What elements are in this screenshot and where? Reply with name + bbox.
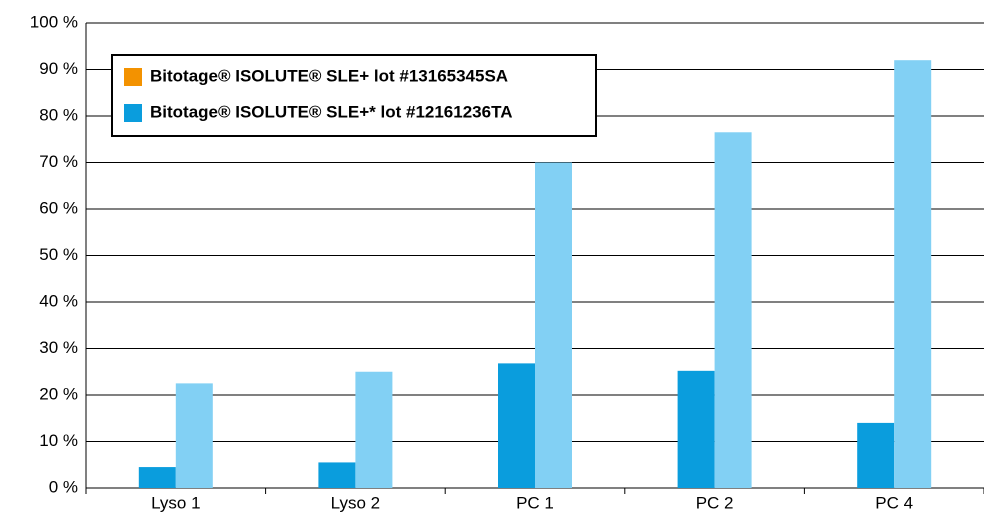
bar bbox=[318, 462, 356, 488]
bar bbox=[535, 162, 572, 488]
legend-swatch bbox=[124, 68, 142, 86]
y-tick-label: 100 % bbox=[30, 12, 78, 31]
bar bbox=[677, 370, 715, 488]
y-tick-label: 50 % bbox=[39, 245, 78, 264]
y-tick-label: 80 % bbox=[39, 105, 78, 124]
bar bbox=[498, 363, 535, 488]
bar bbox=[714, 132, 752, 488]
legend-label: Bitotage® ISOLUTE® SLE+* lot #12161236TA bbox=[150, 102, 512, 121]
x-tick-label: Lyso 1 bbox=[151, 493, 200, 512]
y-tick-label: 30 % bbox=[39, 338, 78, 357]
x-tick-label: Lyso 2 bbox=[331, 493, 380, 512]
legend-swatch bbox=[124, 104, 142, 122]
y-tick-label: 40 % bbox=[39, 291, 78, 310]
x-tick-label: PC 2 bbox=[696, 493, 734, 512]
bar bbox=[175, 383, 213, 488]
y-tick-label: 20 % bbox=[39, 384, 78, 403]
legend: Bitotage® ISOLUTE® SLE+ lot #13165345SA B… bbox=[111, 54, 597, 137]
x-tick-label: PC 1 bbox=[516, 493, 554, 512]
bar bbox=[857, 422, 895, 488]
y-tick-label: 60 % bbox=[39, 198, 78, 217]
y-tick-label: 0 % bbox=[49, 477, 78, 496]
y-tick-label: 10 % bbox=[39, 431, 78, 450]
bar bbox=[894, 60, 932, 488]
y-tick-label: 70 % bbox=[39, 152, 78, 171]
legend-box bbox=[111, 54, 597, 137]
y-tick-label: 90 % bbox=[39, 59, 78, 78]
bar bbox=[138, 467, 176, 488]
legend-label: Bitotage® ISOLUTE® SLE+ lot #13165345SA bbox=[150, 66, 508, 85]
x-tick-label: PC 4 bbox=[875, 493, 913, 512]
bar bbox=[355, 371, 393, 488]
